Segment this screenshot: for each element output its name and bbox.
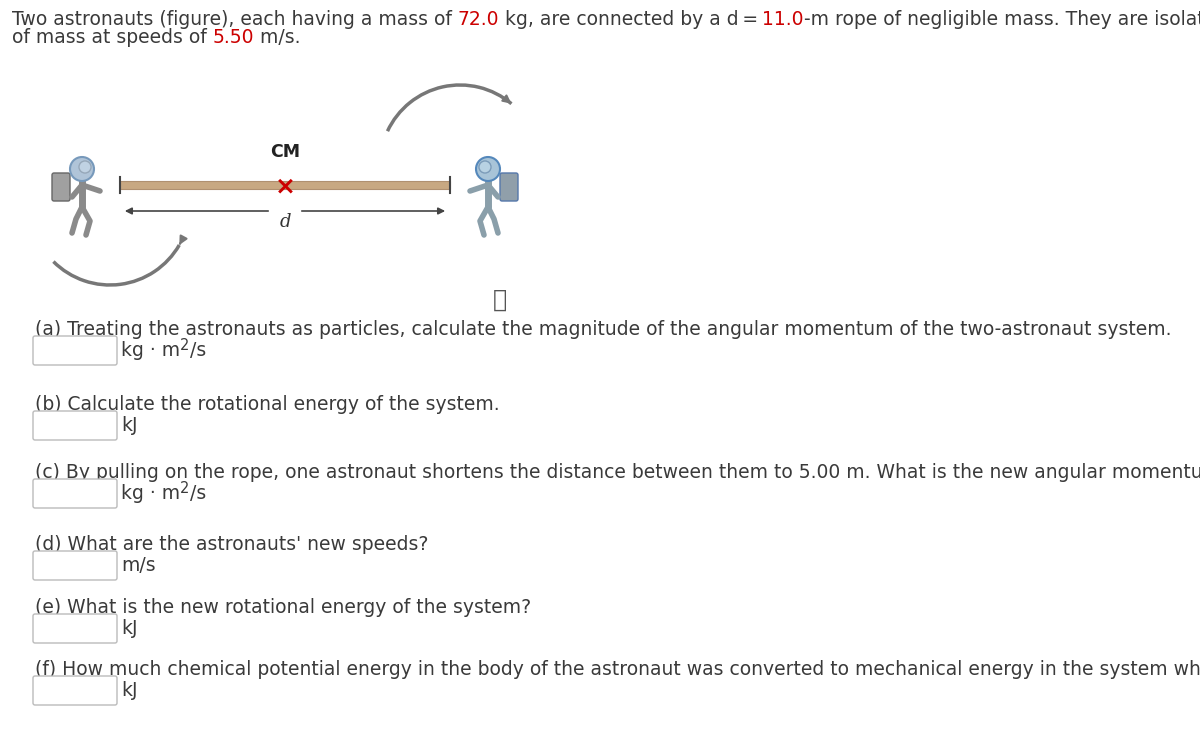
Text: (d) What are the astronauts' new speeds?: (d) What are the astronauts' new speeds? — [35, 535, 428, 554]
Text: kJ: kJ — [121, 681, 138, 700]
Text: kJ: kJ — [121, 416, 138, 435]
Text: (f) How much chemical potential energy in the body of the astronaut was converte: (f) How much chemical potential energy i… — [35, 660, 1200, 679]
FancyBboxPatch shape — [34, 551, 118, 580]
Text: (a) Treating the astronauts as particles, calculate the magnitude of the angular: (a) Treating the astronauts as particles… — [35, 320, 1171, 339]
Text: (e) What is the new rotational energy of the system?: (e) What is the new rotational energy of… — [35, 598, 532, 617]
Text: /s: /s — [190, 341, 205, 360]
FancyBboxPatch shape — [34, 614, 118, 643]
Text: m/s.: m/s. — [254, 28, 301, 47]
Text: /s: /s — [190, 484, 205, 503]
Circle shape — [476, 157, 500, 181]
FancyBboxPatch shape — [34, 479, 118, 508]
Text: 5.50: 5.50 — [212, 28, 254, 47]
FancyBboxPatch shape — [500, 173, 518, 201]
Text: ×: × — [275, 174, 295, 198]
FancyBboxPatch shape — [34, 676, 118, 705]
Text: 11.0: 11.0 — [762, 10, 804, 29]
Text: kg · m: kg · m — [121, 341, 180, 360]
Bar — [120, 181, 450, 189]
Text: CM: CM — [270, 143, 300, 161]
Text: -m rope of negligible mass. They are isolated in space, orbiting their center: -m rope of negligible mass. They are iso… — [804, 10, 1200, 29]
Text: (b) Calculate the rotational energy of the system.: (b) Calculate the rotational energy of t… — [35, 395, 499, 414]
Text: 2: 2 — [180, 338, 190, 353]
Text: Two astronauts (figure), each having a mass of: Two astronauts (figure), each having a m… — [12, 10, 458, 29]
FancyBboxPatch shape — [34, 336, 118, 365]
Circle shape — [70, 157, 94, 181]
Circle shape — [479, 161, 491, 173]
FancyBboxPatch shape — [52, 173, 70, 201]
Text: of mass at speeds of: of mass at speeds of — [12, 28, 212, 47]
FancyBboxPatch shape — [34, 411, 118, 440]
Text: kJ: kJ — [121, 619, 138, 638]
Text: 72.0: 72.0 — [458, 10, 499, 29]
Text: kg, are connected by a d =: kg, are connected by a d = — [499, 10, 762, 29]
Text: m/s: m/s — [121, 556, 156, 575]
Text: kg · m: kg · m — [121, 484, 180, 503]
Text: d: d — [280, 213, 290, 231]
Text: ⓘ: ⓘ — [493, 288, 508, 312]
Text: 2: 2 — [180, 481, 190, 496]
Text: (c) By pulling on the rope, one astronaut shortens the distance between them to : (c) By pulling on the rope, one astronau… — [35, 463, 1200, 482]
Circle shape — [79, 161, 91, 173]
